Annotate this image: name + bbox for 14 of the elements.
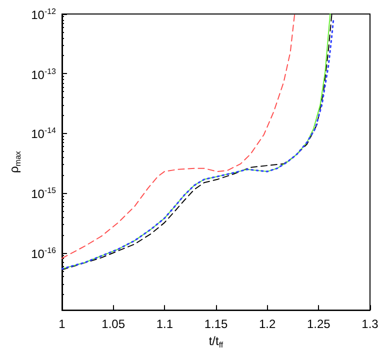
x-tick-label: 1.1: [156, 317, 174, 332]
x-tick-label: 1: [58, 317, 66, 332]
x-tick-label: 1.3: [362, 317, 379, 332]
y-tick-label: 10$^{-13}$: [31, 66, 56, 82]
y-tick-label: 10$^{-14}$: [31, 125, 56, 142]
line-series: [62, 14, 296, 259]
y-axis-title: ρmax: [7, 151, 22, 174]
x-tick-label: 1.2: [258, 317, 276, 332]
x-tick-label: 1.15: [204, 317, 228, 332]
x-tick-label: 1.05: [102, 317, 126, 332]
y-tick-label: 10$^{-16}$: [31, 244, 56, 261]
x-tick-label: 1.25: [306, 317, 331, 332]
y-tick-label: 10$^{-12}$: [31, 6, 56, 22]
y-tick-label: 10$^{-15}$: [31, 185, 56, 202]
